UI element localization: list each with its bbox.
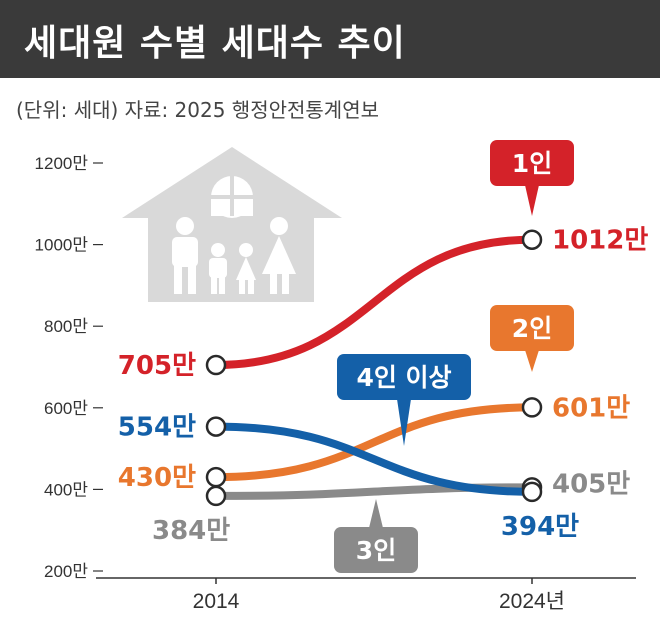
data-label: 554만 xyxy=(118,413,196,443)
title-bar: 세대원 수별 세대수 추이 xyxy=(0,0,660,78)
data-label: 705만 xyxy=(118,351,196,381)
y-tick-label: 200만 xyxy=(44,562,88,581)
x-tick-label: 2024년 xyxy=(499,590,565,613)
data-point xyxy=(205,416,227,437)
y-tick-label: 800만 xyxy=(44,317,88,336)
legend-label: 2인 xyxy=(512,314,552,343)
data-label: 601만 xyxy=(552,393,630,423)
callout-pointer xyxy=(525,350,539,372)
callout-pointer xyxy=(397,399,411,446)
data-point xyxy=(205,466,227,488)
data-label: 394만 xyxy=(501,512,579,542)
legend-label: 3인 xyxy=(356,536,396,565)
callout-box xyxy=(490,305,574,351)
series-line-1 xyxy=(212,235,536,369)
callout-box xyxy=(334,527,418,573)
y-tick-label: 400만 xyxy=(44,480,88,499)
data-label: 384만 xyxy=(152,516,230,546)
callout-2: 2인 xyxy=(490,305,574,372)
data-label: 405만 xyxy=(552,469,630,499)
data-point xyxy=(205,485,227,507)
data-label: 430만 xyxy=(118,463,196,493)
y-tick-label: 600만 xyxy=(44,399,88,418)
callout-pointer xyxy=(525,185,539,216)
legend-label: 1인 xyxy=(512,149,552,178)
callout-4plus: 4인 이상 xyxy=(337,354,471,446)
legend-label: 4인 이상 xyxy=(356,363,451,392)
data-point xyxy=(521,229,543,250)
chart-title: 세대원 수별 세대수 추이 xyxy=(24,23,406,64)
data-label: 1012만 xyxy=(552,226,648,256)
x-tick-label: 2014 xyxy=(193,590,240,613)
callout-box xyxy=(337,354,471,400)
house-family-icon xyxy=(122,147,342,302)
callout-pointer xyxy=(369,499,383,528)
callout-box xyxy=(490,140,574,186)
callout-1: 1인 xyxy=(490,140,574,216)
y-tick-label: 1000만 xyxy=(35,236,89,255)
data-point xyxy=(521,481,543,503)
series-line-4plus xyxy=(212,422,536,496)
chart-subtitle: (단위: 세대) 자료: 2025 행정안전통계연보 xyxy=(16,98,380,122)
data-point xyxy=(521,397,543,418)
callout-3: 3인 xyxy=(334,499,418,573)
data-point xyxy=(205,354,227,376)
series-line-2 xyxy=(212,403,536,482)
y-tick-label: 1200만 xyxy=(35,154,89,173)
